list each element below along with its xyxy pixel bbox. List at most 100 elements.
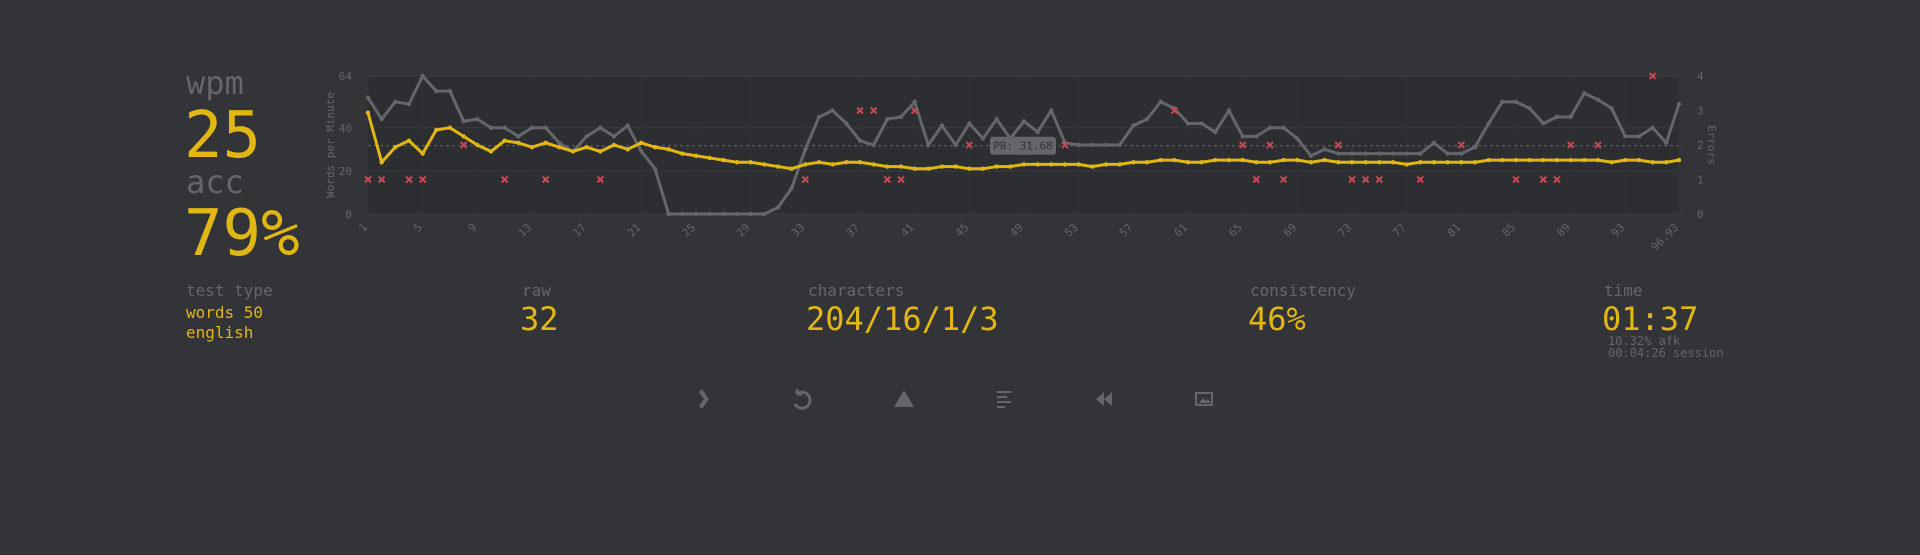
point (502, 125, 507, 130)
point (1103, 142, 1109, 148)
point (529, 125, 535, 130)
test-type: words 50 (186, 303, 263, 322)
point (898, 164, 904, 169)
words-history-button[interactable] (997, 391, 1011, 408)
point (1527, 157, 1532, 163)
point (967, 166, 972, 171)
acc-value: 79% (184, 197, 300, 271)
error-mark (1648, 72, 1657, 80)
x-tick-label: 93 (1609, 221, 1628, 240)
point (379, 116, 384, 122)
point (1609, 106, 1614, 111)
point (994, 116, 999, 122)
point (1131, 123, 1136, 128)
point (461, 119, 466, 124)
point (1650, 160, 1655, 165)
restart-button[interactable] (793, 389, 812, 410)
error-mark (1566, 141, 1575, 149)
point (420, 73, 425, 79)
raw-value: 32 (520, 300, 559, 338)
x-tick-label: 77 (1390, 221, 1409, 240)
point (516, 140, 521, 146)
point (816, 160, 822, 165)
screenshot-button[interactable] (1195, 392, 1213, 406)
point (1021, 119, 1027, 124)
point (1431, 160, 1437, 165)
point (1650, 125, 1655, 130)
x-tick-label: 29 (734, 221, 753, 240)
point (734, 160, 740, 165)
point (584, 134, 589, 139)
point (1554, 114, 1560, 120)
point (1418, 151, 1423, 156)
point (748, 211, 753, 217)
point (1090, 164, 1095, 169)
point (1595, 97, 1601, 102)
afk: 10.32% afk (1608, 334, 1681, 348)
point (1568, 157, 1573, 163)
point (1076, 142, 1081, 148)
point (1404, 162, 1409, 167)
error-mark (897, 175, 905, 184)
point (1199, 121, 1204, 126)
point (1623, 134, 1628, 139)
point (1363, 160, 1368, 165)
point (775, 164, 781, 169)
point (1267, 160, 1273, 165)
error-mark (1334, 141, 1343, 149)
point (1185, 121, 1191, 126)
point (420, 151, 425, 156)
error-mark (418, 175, 427, 184)
point (1158, 157, 1163, 163)
next-button[interactable] (699, 389, 709, 409)
raw-label: raw (522, 281, 551, 300)
point (1336, 151, 1341, 156)
point (1500, 157, 1505, 163)
point (1226, 108, 1232, 113)
error-mark (1170, 106, 1179, 115)
point (926, 142, 931, 148)
point (365, 95, 371, 100)
point (475, 142, 480, 148)
point (980, 136, 986, 141)
error-mark (1348, 175, 1356, 184)
x-tick-label: 49 (1008, 221, 1027, 240)
x-tick-label: 13 (516, 221, 535, 240)
point (707, 211, 712, 217)
error-mark (1457, 141, 1466, 149)
report-button[interactable] (894, 390, 914, 407)
point (762, 162, 767, 167)
point (611, 134, 617, 139)
point (1472, 160, 1478, 165)
point (611, 142, 617, 148)
error-mark (596, 175, 605, 184)
point (1226, 157, 1232, 163)
point (1281, 125, 1286, 130)
point (693, 211, 699, 217)
point (789, 166, 794, 171)
point (516, 134, 521, 139)
x-tick-label: 73 (1336, 221, 1355, 240)
consistency-label: consistency (1250, 281, 1356, 300)
point (1158, 99, 1163, 105)
point (1322, 157, 1327, 163)
point (1308, 153, 1314, 158)
point (1664, 140, 1669, 146)
point (1541, 157, 1546, 163)
point (926, 166, 931, 171)
point (1486, 121, 1491, 126)
point (994, 164, 999, 169)
point (1008, 164, 1013, 169)
point (885, 116, 890, 122)
point (871, 162, 876, 167)
point (365, 110, 371, 115)
x-tick-label: 37 (844, 221, 863, 240)
point (570, 149, 576, 154)
time-value: 01:37 (1602, 300, 1698, 338)
point (475, 116, 480, 122)
replay-button[interactable] (1096, 392, 1112, 406)
point (707, 155, 712, 161)
point (1049, 108, 1054, 113)
point (379, 160, 384, 165)
point (1377, 151, 1382, 156)
